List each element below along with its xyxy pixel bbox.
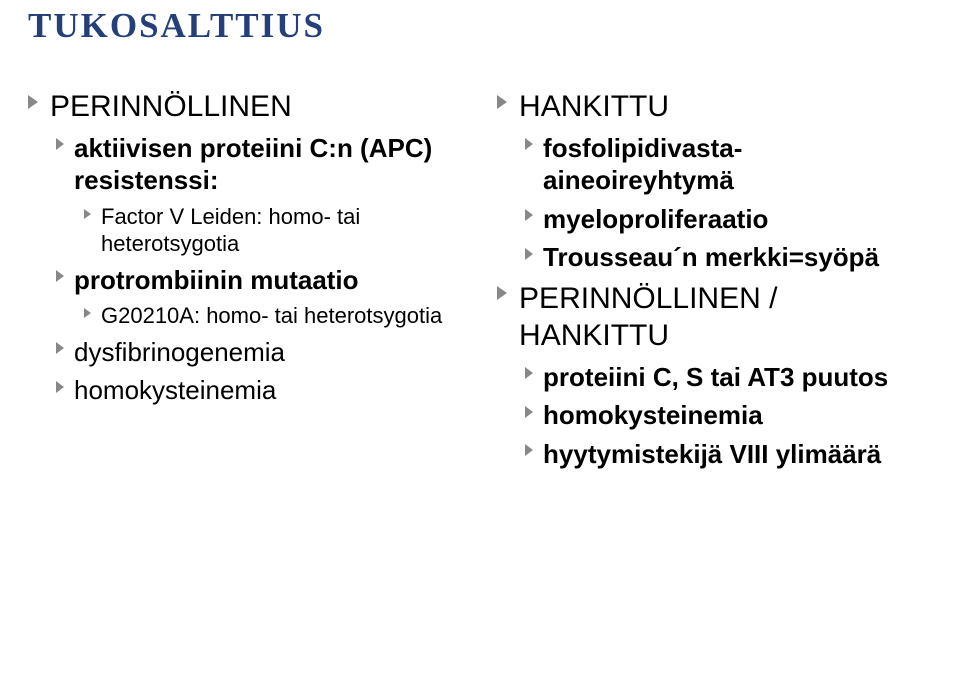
list-item: protrombiinin mutaatio	[56, 264, 489, 297]
bullet-icon	[56, 270, 64, 282]
bullet-icon	[84, 209, 91, 219]
bullet-icon	[497, 286, 507, 300]
item-text: fosfolipidivasta-aineoireyhtymä	[543, 132, 932, 197]
bullet-icon	[525, 367, 533, 379]
bullet-icon	[497, 95, 507, 109]
list-item: aktiivisen proteiini C:n (APC) resistens…	[56, 132, 489, 197]
bullet-icon	[525, 444, 533, 456]
item-text: hyytymistekijä VIII ylimäärä	[543, 438, 881, 471]
item-text: G20210A: homo- tai heterotsygotia	[101, 302, 442, 330]
bullet-icon	[525, 138, 533, 150]
list-item: Factor V Leiden: homo- tai heterotsygoti…	[84, 203, 489, 258]
bullet-icon	[525, 209, 533, 221]
item-text: myeloproliferaatio	[543, 203, 768, 236]
list-item: myeloproliferaatio	[525, 203, 932, 236]
list-item: fosfolipidivasta-aineoireyhtymä	[525, 132, 932, 197]
list-item: G20210A: homo- tai heterotsygotia	[84, 302, 489, 330]
item-text: Trousseau´n merkki=syöpä	[543, 241, 879, 274]
item-text: homokysteinemia	[543, 399, 763, 432]
bullet-icon	[56, 381, 64, 393]
item-text: Factor V Leiden: homo- tai heterotsygoti…	[101, 203, 489, 258]
item-text: aktiivisen proteiini C:n (APC) resistens…	[74, 132, 489, 197]
slide-title: TUKOSALTTIUS	[28, 6, 932, 46]
list-item: Trousseau´n merkki=syöpä	[525, 241, 932, 274]
bullet-icon	[525, 248, 533, 260]
right-column: HANKITTU fosfolipidivasta-aineoireyhtymä…	[497, 88, 932, 476]
left-column: PERINNÖLLINEN aktiivisen proteiini C:n (…	[28, 88, 489, 476]
content-columns: PERINNÖLLINEN aktiivisen proteiini C:n (…	[28, 88, 932, 476]
bullet-icon	[84, 308, 91, 318]
list-item: HANKITTU	[497, 88, 932, 126]
item-text: protrombiinin mutaatio	[74, 264, 359, 297]
list-item: homokysteinemia	[56, 374, 489, 407]
list-item: PERINNÖLLINEN	[28, 88, 489, 126]
item-text: homokysteinemia	[74, 374, 276, 407]
list-item: hyytymistekijä VIII ylimäärä	[525, 438, 932, 471]
bullet-icon	[28, 95, 38, 109]
item-text: dysfibrinogenemia	[74, 336, 285, 369]
bullet-icon	[525, 406, 533, 418]
list-item: homokysteinemia	[525, 399, 932, 432]
item-text: proteiini C, S tai AT3 puutos	[543, 361, 888, 394]
item-text: HANKITTU	[519, 88, 669, 126]
list-item: proteiini C, S tai AT3 puutos	[525, 361, 932, 394]
item-text: PERINNÖLLINEN	[50, 88, 292, 126]
list-item: dysfibrinogenemia	[56, 336, 489, 369]
item-text: PERINNÖLLINEN / HANKITTU	[519, 280, 932, 355]
bullet-icon	[56, 342, 64, 354]
bullet-icon	[56, 138, 64, 150]
list-item: PERINNÖLLINEN / HANKITTU	[497, 280, 932, 355]
